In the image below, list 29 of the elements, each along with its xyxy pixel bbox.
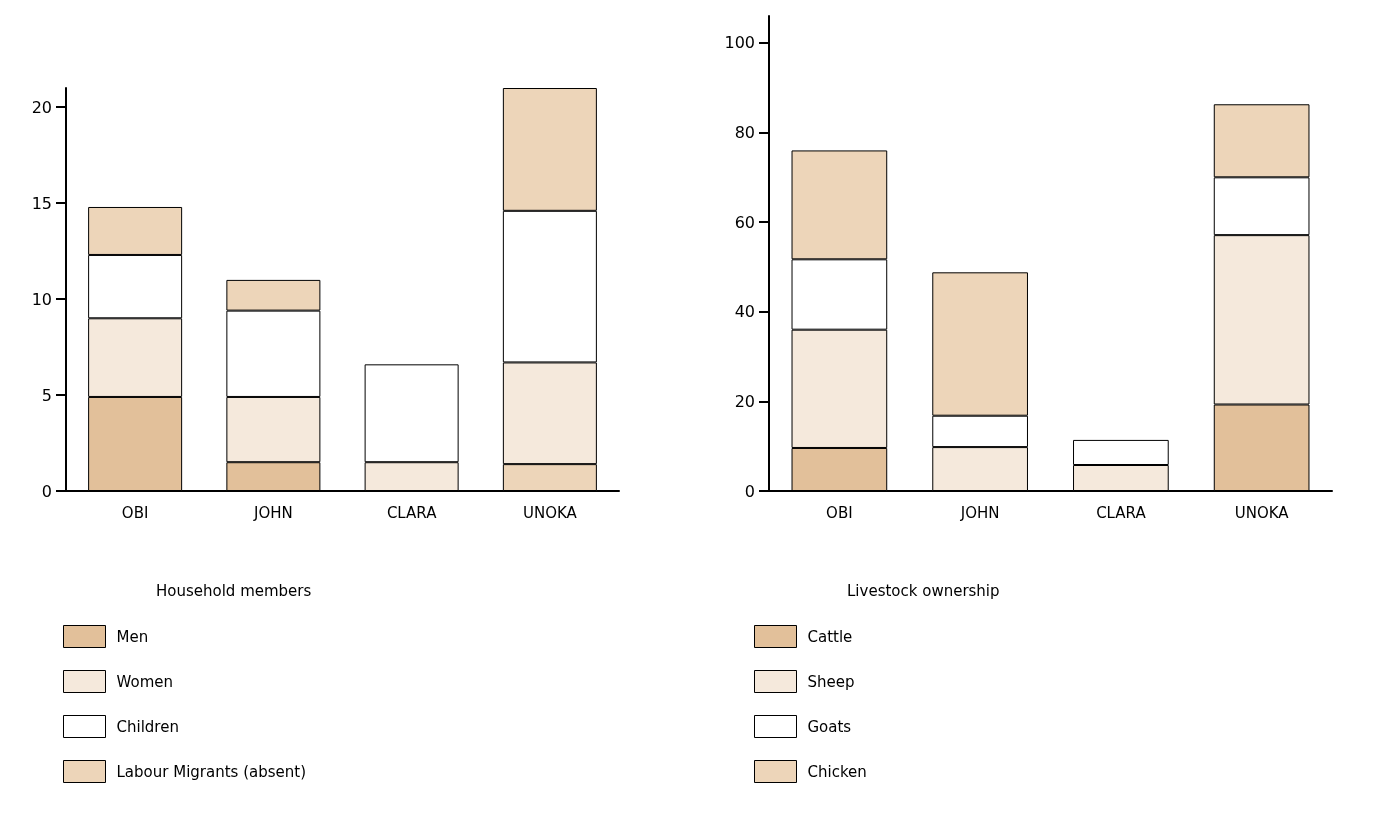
- y-tick-label: 80: [734, 123, 755, 143]
- x-tick-label: JOHN: [959, 503, 1000, 522]
- y-tick-label: 15: [31, 193, 52, 213]
- legend-label: Chicken: [807, 762, 867, 781]
- legend-label: Men: [116, 627, 149, 646]
- legend-label: Women: [116, 672, 173, 691]
- legend-label: Labour Migrants (absent): [116, 762, 306, 781]
- y-tick-label: 20: [31, 97, 52, 117]
- x-tick-label: UNOKA: [522, 503, 578, 522]
- y-tick-label: 60: [734, 212, 755, 232]
- legend-label: Cattle: [807, 627, 853, 646]
- x-tick-label: CLARA: [386, 503, 438, 522]
- y-tick-label: 0: [41, 481, 52, 501]
- legend-label: Children: [116, 717, 179, 736]
- x-tick-label: UNOKA: [1234, 503, 1290, 522]
- y-tick-label: 100: [724, 33, 755, 53]
- y-tick-label: 20: [734, 391, 755, 411]
- x-tick-label: JOHN: [253, 503, 293, 522]
- x-tick-label: OBI: [121, 503, 149, 522]
- y-tick-label: 10: [31, 289, 52, 309]
- x-tick-label: CLARA: [1096, 503, 1147, 522]
- legend-label: Goats: [807, 717, 852, 736]
- x-axis-title: Livestock ownership: [847, 581, 1000, 600]
- y-tick-label: 40: [734, 302, 755, 322]
- y-tick-label: 0: [744, 481, 755, 501]
- y-tick-label: 5: [41, 385, 52, 405]
- legend-label: Sheep: [807, 672, 855, 691]
- x-axis-title: Household members: [156, 581, 312, 600]
- x-tick-label: OBI: [826, 503, 853, 522]
